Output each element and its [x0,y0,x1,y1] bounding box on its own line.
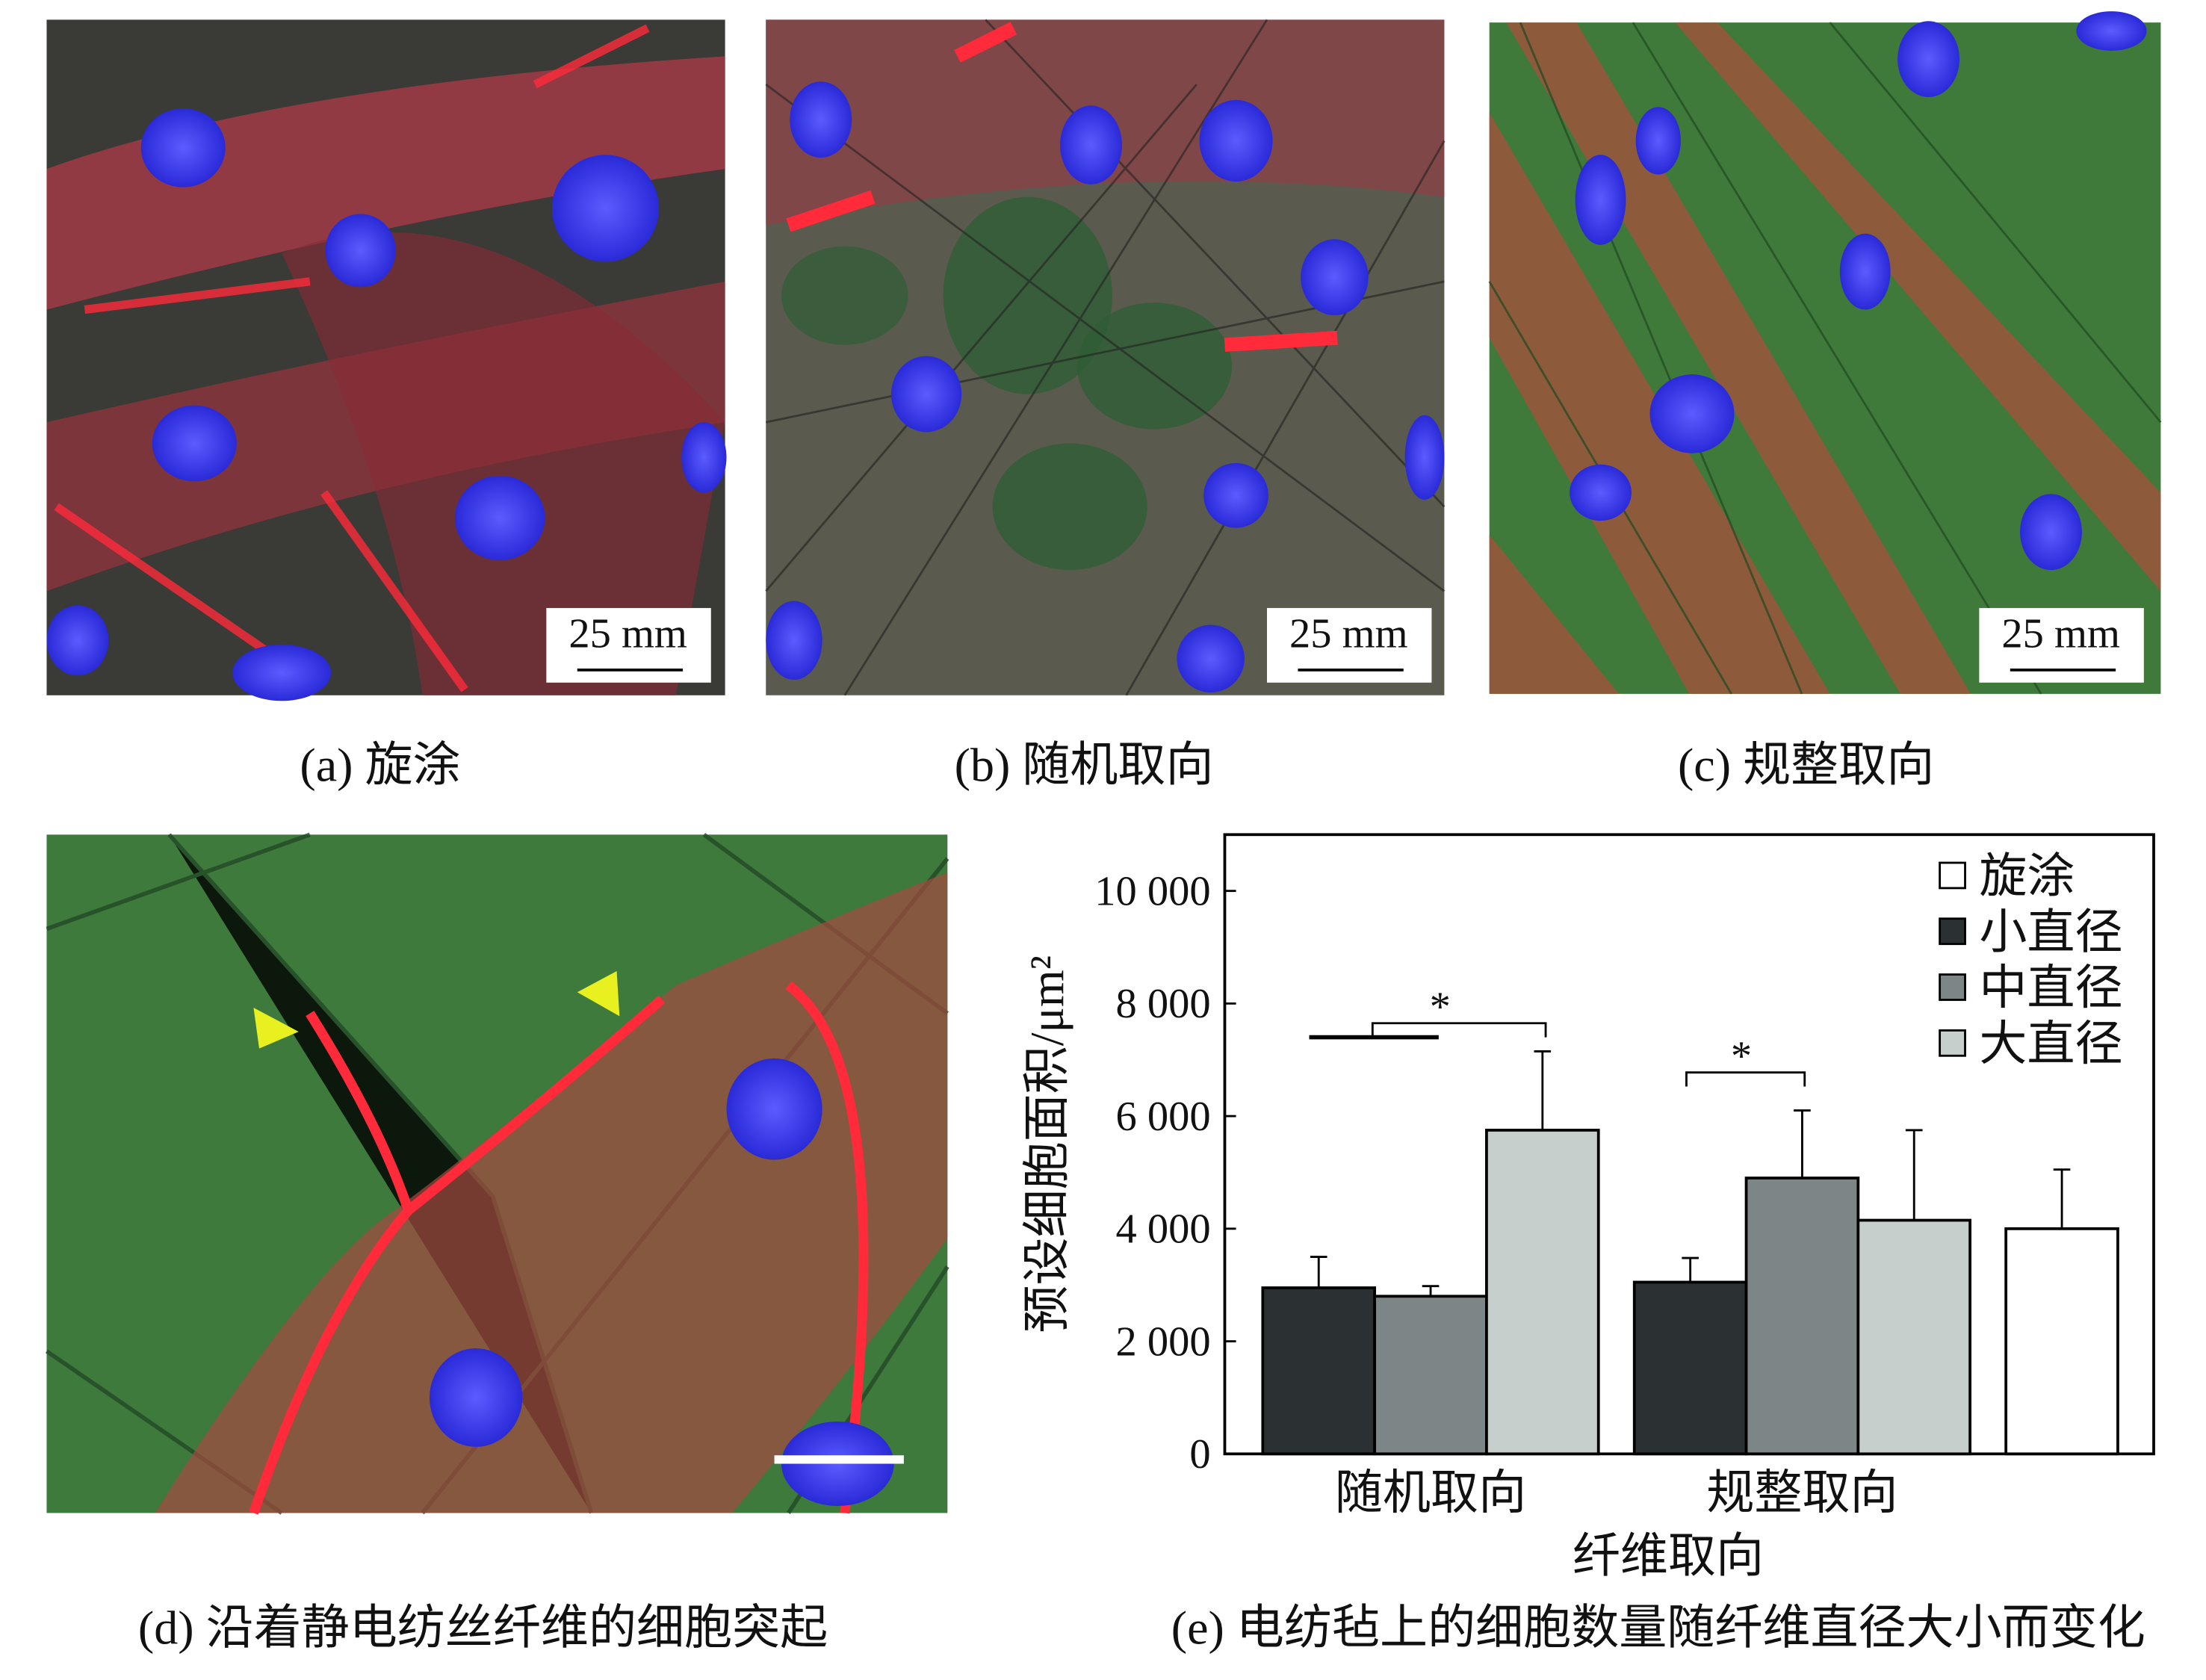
y-tick-label: 0 [1189,1431,1210,1478]
error-bar [1422,1285,1440,1297]
y-tick-label: 2 000 [1115,1318,1210,1365]
y-tick-label: 10 000 [1094,868,1210,914]
bracket [1685,1071,1806,1087]
y-tick-label: 4 000 [1115,1206,1210,1253]
legend-swatch [1939,917,1966,946]
legend-swatch [1939,973,1966,1001]
caption: (e) 电纺毡上的细胞数量随纤维直径大小而变化 [1171,1602,2145,1655]
significance-star: * [1731,1033,1752,1079]
error-bar [1682,1256,1699,1283]
micrograph-c [1488,11,2162,695]
bar [1485,1129,1600,1456]
caption: (c) 规整取向 [1678,739,1934,792]
caption: (b) 随机取向 [955,739,1214,792]
error-bar [1534,1050,1552,1130]
legend-label: 小直径 [1979,905,2122,958]
micrograph-b [765,19,1446,696]
bar [1373,1295,1488,1456]
y-tick-label: 8 000 [1115,981,1210,1027]
bracket [1371,1022,1547,1038]
bar [1632,1280,1748,1456]
y-tick-label: 6 000 [1115,1094,1210,1140]
micrograph-a [46,19,727,701]
caption: (a) 旋涂 [300,739,460,792]
panel-texts: 25 mm 25 mm 25 mm (a) 旋涂 (b) 随机取向 (c) 规整… [138,611,2145,1655]
error-bar [1794,1109,1811,1179]
significance-star: * [1430,984,1451,1030]
x-axis-title: 纤维取向 [1573,1530,1764,1583]
legend-label: 旋涂 [1979,850,2075,903]
x-tick-label: 随机取向 [1335,1466,1526,1519]
legend-swatch [1939,861,1966,890]
legend-label: 中直径 [1979,961,2122,1014]
error-bar [1905,1129,1923,1221]
error-bar [2053,1168,2071,1229]
error-bar [1310,1256,1327,1288]
legend-label: 大直径 [1979,1017,2122,1070]
legend-swatch [1939,1029,1966,1057]
y-axis-title: 预设细胞面积/μm² [1020,955,1073,1333]
caption: (d) 沿着静电纺丝纤维的细胞突起 [138,1602,828,1655]
bar [2004,1227,2119,1456]
scale-bar-label: 25 mm [1289,611,1408,657]
micrograph-d [45,832,949,1515]
x-tick-label: 规整取向 [1706,1466,1897,1519]
bar [1261,1286,1377,1456]
bar [1856,1218,1972,1456]
scale-bar-label: 25 mm [568,611,687,657]
bar [1744,1177,1860,1456]
scale-bar-label: 25 mm [2001,611,2120,657]
significance: * * [1309,984,1806,1087]
